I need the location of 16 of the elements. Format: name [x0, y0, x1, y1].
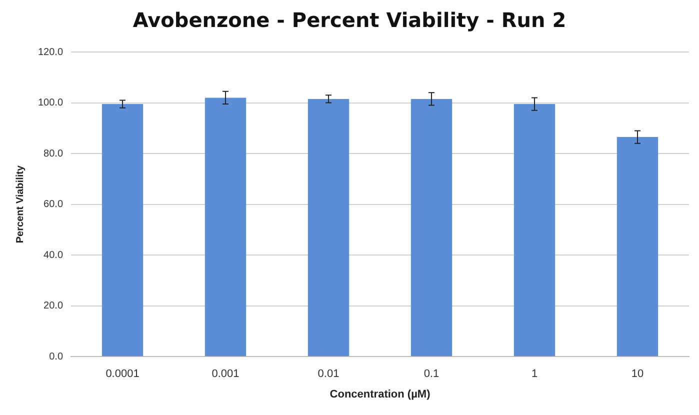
y-axis-title: Percent Viability: [14, 165, 26, 244]
y-tick-label: 40.0: [44, 250, 64, 261]
x-tick-label: 0.001: [212, 368, 240, 380]
x-tick-label: 0.1: [424, 368, 440, 380]
chart-title: Avobenzone - Percent Viability - Run 2: [132, 8, 566, 32]
y-tick-label: 20.0: [44, 300, 64, 312]
y-tick-label: 80.0: [44, 148, 64, 160]
y-tick-label: 120.0: [38, 46, 64, 58]
x-axis-title: Concentration (µM): [330, 388, 431, 400]
y-tick-label: 0.0: [49, 351, 64, 362]
x-tick-label: 10: [631, 368, 644, 380]
x-tick-label: 1: [531, 368, 538, 380]
y-tick-label: 100.0: [38, 98, 64, 109]
y-tick-label: 60.0: [44, 199, 64, 210]
x-tick-label: 0.01: [318, 368, 340, 380]
x-tick-label: 0.0001: [106, 368, 140, 380]
